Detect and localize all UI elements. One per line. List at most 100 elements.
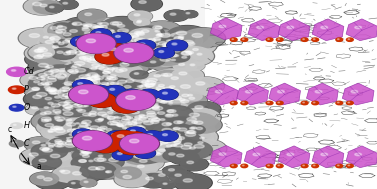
Ellipse shape bbox=[74, 145, 78, 146]
Ellipse shape bbox=[161, 120, 183, 130]
Ellipse shape bbox=[29, 153, 38, 156]
Ellipse shape bbox=[95, 36, 120, 48]
Ellipse shape bbox=[66, 51, 70, 53]
Ellipse shape bbox=[99, 153, 140, 172]
Ellipse shape bbox=[185, 125, 205, 134]
Ellipse shape bbox=[68, 121, 110, 140]
Ellipse shape bbox=[84, 59, 91, 61]
Ellipse shape bbox=[169, 153, 175, 155]
Ellipse shape bbox=[112, 122, 135, 133]
Ellipse shape bbox=[48, 137, 80, 152]
Ellipse shape bbox=[159, 87, 181, 97]
Ellipse shape bbox=[114, 167, 142, 180]
Ellipse shape bbox=[82, 128, 92, 132]
Ellipse shape bbox=[136, 73, 179, 93]
Ellipse shape bbox=[321, 153, 328, 156]
Ellipse shape bbox=[183, 94, 207, 105]
Ellipse shape bbox=[58, 83, 101, 102]
Ellipse shape bbox=[80, 179, 97, 187]
Ellipse shape bbox=[40, 112, 46, 115]
Ellipse shape bbox=[56, 127, 63, 130]
Ellipse shape bbox=[37, 115, 66, 128]
Ellipse shape bbox=[100, 55, 107, 57]
Ellipse shape bbox=[151, 87, 172, 96]
Ellipse shape bbox=[130, 146, 152, 156]
Ellipse shape bbox=[164, 90, 170, 92]
Ellipse shape bbox=[152, 118, 190, 135]
Ellipse shape bbox=[133, 102, 169, 119]
Ellipse shape bbox=[38, 64, 49, 67]
Ellipse shape bbox=[155, 30, 160, 32]
Ellipse shape bbox=[32, 80, 56, 91]
Ellipse shape bbox=[70, 94, 107, 111]
Ellipse shape bbox=[143, 101, 184, 121]
Ellipse shape bbox=[88, 153, 125, 170]
Ellipse shape bbox=[301, 101, 308, 105]
Ellipse shape bbox=[268, 102, 269, 103]
Ellipse shape bbox=[117, 128, 144, 141]
Ellipse shape bbox=[125, 96, 135, 100]
Ellipse shape bbox=[153, 103, 158, 105]
Ellipse shape bbox=[82, 37, 112, 50]
Ellipse shape bbox=[25, 45, 62, 62]
Ellipse shape bbox=[156, 143, 162, 146]
Ellipse shape bbox=[109, 84, 153, 105]
Ellipse shape bbox=[89, 160, 93, 162]
Ellipse shape bbox=[136, 32, 144, 35]
Ellipse shape bbox=[65, 144, 75, 147]
Ellipse shape bbox=[164, 43, 169, 45]
Ellipse shape bbox=[125, 85, 153, 98]
Ellipse shape bbox=[64, 74, 109, 95]
Ellipse shape bbox=[127, 146, 165, 163]
Ellipse shape bbox=[57, 34, 94, 51]
Ellipse shape bbox=[85, 13, 92, 15]
Ellipse shape bbox=[114, 86, 153, 104]
Ellipse shape bbox=[108, 68, 115, 70]
Ellipse shape bbox=[124, 36, 133, 39]
Ellipse shape bbox=[117, 41, 158, 60]
Ellipse shape bbox=[106, 129, 112, 131]
Ellipse shape bbox=[155, 42, 187, 57]
Ellipse shape bbox=[51, 72, 61, 76]
Ellipse shape bbox=[188, 94, 193, 96]
Ellipse shape bbox=[59, 64, 99, 83]
Ellipse shape bbox=[50, 28, 75, 39]
Ellipse shape bbox=[106, 131, 127, 141]
Ellipse shape bbox=[29, 73, 62, 88]
Ellipse shape bbox=[28, 58, 70, 78]
Ellipse shape bbox=[185, 131, 189, 133]
Ellipse shape bbox=[92, 64, 100, 67]
Ellipse shape bbox=[55, 112, 61, 114]
Ellipse shape bbox=[40, 149, 81, 168]
Ellipse shape bbox=[53, 166, 88, 182]
Ellipse shape bbox=[74, 108, 109, 125]
Ellipse shape bbox=[49, 136, 75, 149]
Ellipse shape bbox=[116, 124, 123, 126]
Ellipse shape bbox=[66, 123, 76, 126]
Ellipse shape bbox=[125, 140, 162, 157]
Ellipse shape bbox=[100, 147, 120, 156]
Ellipse shape bbox=[80, 131, 97, 139]
Ellipse shape bbox=[107, 45, 129, 55]
Ellipse shape bbox=[18, 28, 62, 48]
Ellipse shape bbox=[120, 117, 156, 134]
Ellipse shape bbox=[162, 149, 188, 162]
Ellipse shape bbox=[115, 108, 139, 119]
Ellipse shape bbox=[54, 136, 98, 156]
Ellipse shape bbox=[55, 129, 65, 133]
Ellipse shape bbox=[49, 137, 84, 153]
Ellipse shape bbox=[124, 124, 149, 135]
Ellipse shape bbox=[167, 124, 195, 137]
Ellipse shape bbox=[75, 46, 109, 62]
Ellipse shape bbox=[34, 49, 43, 53]
Ellipse shape bbox=[92, 148, 98, 150]
Ellipse shape bbox=[111, 96, 140, 110]
Ellipse shape bbox=[11, 70, 16, 71]
Ellipse shape bbox=[161, 135, 197, 151]
Ellipse shape bbox=[121, 33, 127, 35]
Ellipse shape bbox=[47, 88, 55, 91]
Ellipse shape bbox=[41, 67, 83, 87]
Ellipse shape bbox=[101, 43, 133, 59]
Ellipse shape bbox=[174, 37, 184, 40]
Ellipse shape bbox=[130, 80, 172, 99]
